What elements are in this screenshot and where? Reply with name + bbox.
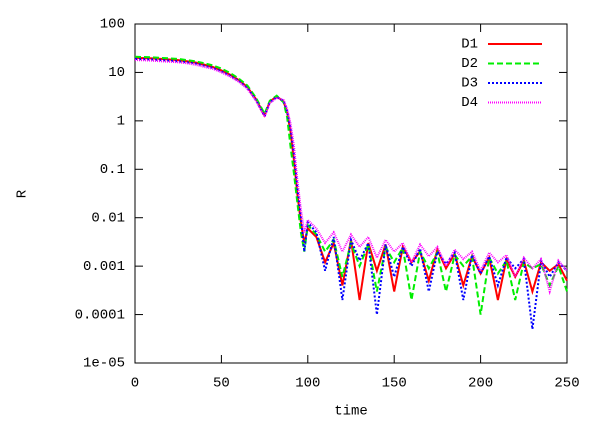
y-tick-label: 10: [108, 65, 125, 81]
x-tick-label: 150: [382, 376, 407, 392]
legend-label: D3: [461, 76, 478, 92]
data-line: [134, 59, 568, 296]
plot-frame: [134, 23, 568, 364]
legend-label: D1: [461, 37, 478, 53]
y-axis-label: R: [15, 189, 31, 198]
data-line: [134, 56, 568, 301]
x-tick-label: 250: [554, 376, 579, 392]
y-tick-label: 1: [117, 114, 125, 130]
legend-label: D4: [461, 95, 478, 111]
x-tick-label: 100: [295, 376, 320, 392]
y-tick-label: 1e-05: [83, 356, 125, 372]
y-tick-label: 0.0001: [75, 307, 125, 323]
legend-label: D2: [461, 56, 478, 72]
x-tick-label: 50: [213, 376, 230, 392]
x-tick-label: 200: [468, 376, 493, 392]
data-line: [134, 57, 568, 330]
x-tick-label: 0: [131, 376, 139, 392]
y-tick-label: 0.1: [100, 162, 125, 178]
data-line: [134, 55, 568, 315]
y-tick-label: 0.01: [91, 210, 125, 226]
y-tick-label: 100: [100, 17, 125, 33]
y-tick-label: 0.001: [83, 259, 125, 275]
x-axis-label: time: [334, 404, 368, 420]
